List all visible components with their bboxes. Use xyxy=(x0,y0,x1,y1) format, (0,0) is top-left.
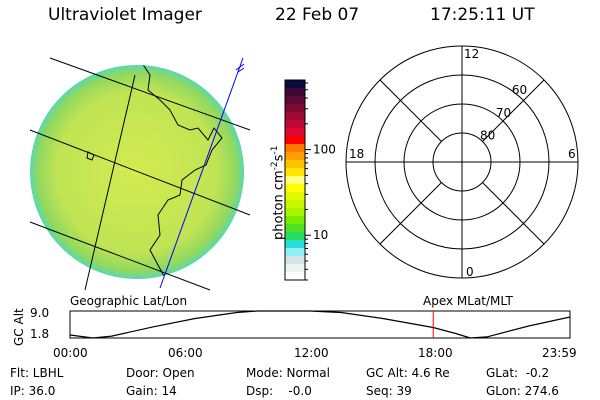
colorbar-segment xyxy=(285,216,305,225)
chart-frame xyxy=(69,310,571,339)
mlt-label-bottom: 0 xyxy=(466,265,474,279)
colorbar-segment xyxy=(285,112,305,121)
colorbar-segment xyxy=(285,104,305,113)
colorbar-segment xyxy=(285,152,305,161)
colorbar-label: photon cm-2s-1 xyxy=(268,146,286,240)
mlt-label-top: 12 xyxy=(464,47,479,61)
colorbar-segment xyxy=(285,272,305,281)
uv-earth-disk xyxy=(29,57,251,291)
gc-alt-status: GC Alt: 4.6 Re xyxy=(366,366,450,380)
x-tick-label: 12:00 xyxy=(294,346,329,360)
door-status: Door: Open xyxy=(126,366,195,380)
colorbar-segment xyxy=(285,264,305,273)
y-axis-label: GC Alt xyxy=(12,308,26,346)
colorbar-segment xyxy=(285,168,305,177)
date-label: 22 Feb 07 xyxy=(275,5,360,25)
x-tick-label: 18:00 xyxy=(418,346,453,360)
altitude-chart xyxy=(69,310,571,339)
colorbar-unit: photon cm xyxy=(271,170,287,240)
mlt-diagonal xyxy=(482,79,545,142)
colorbar-frame xyxy=(284,79,306,281)
mlt-diagonal xyxy=(379,182,442,245)
colorbar-unit-s: s xyxy=(271,154,287,162)
track-marker xyxy=(235,63,245,73)
mlt-diagonal xyxy=(379,79,442,142)
colorbar-segment xyxy=(285,248,305,257)
altitude-line xyxy=(69,310,571,339)
y-tick-label: 9.0 xyxy=(30,306,50,320)
dsp-status: Dsp: -0.0 xyxy=(246,384,312,398)
mode-status: Mode: Normal xyxy=(246,366,330,380)
colorbar-segment xyxy=(285,160,305,169)
colorbar-segment xyxy=(285,224,305,233)
colorbar-segment xyxy=(285,192,305,201)
colorbar-tick-label: 10 xyxy=(313,228,328,242)
mlt-diagonal xyxy=(482,182,545,245)
colorbar-segment xyxy=(285,128,305,137)
colorbar-segment xyxy=(285,240,305,249)
colorbar-segment xyxy=(285,96,305,105)
x-tick-label: 23:59 xyxy=(542,346,577,360)
lat-ring-label: 70 xyxy=(496,106,511,120)
earth-disk xyxy=(30,65,244,279)
colorbar-tick-label: 100 xyxy=(313,143,336,157)
y-tick-label: 1.8 xyxy=(30,327,50,341)
colorbar-segment xyxy=(285,208,305,217)
colorbar-segment xyxy=(285,136,305,145)
colorbar-segment xyxy=(285,176,305,185)
gain-status: Gain: 14 xyxy=(126,384,177,398)
time-label: 17:25:11 UT xyxy=(430,5,535,25)
colorbar-segment xyxy=(285,256,305,265)
colorbar-exp1: -2 xyxy=(270,161,280,171)
colorbar-segment xyxy=(285,88,305,97)
coastline xyxy=(139,65,223,279)
mlt-label-right: 6 xyxy=(568,147,576,161)
filter-status: Flt: LBHL xyxy=(10,366,64,380)
colorbar-segment xyxy=(285,120,305,129)
colorbar: 100 10 xyxy=(284,79,336,281)
glon-status: GLon: 274.6 xyxy=(486,384,559,398)
x-tick-label: 00:00 xyxy=(53,346,88,360)
colorbar-segment xyxy=(285,144,305,153)
ip-status: IP: 36.0 xyxy=(10,384,56,398)
lat-ring-label: 80 xyxy=(480,128,495,142)
colorbar-segment xyxy=(285,200,305,209)
glat-status: GLat: -0.2 xyxy=(486,366,550,380)
colorbar-segment xyxy=(285,232,305,241)
x-tick-label: 06:00 xyxy=(168,346,203,360)
colorbar-exp2: -1 xyxy=(270,145,280,155)
colorbar-segment xyxy=(285,80,305,89)
seq-status: Seq: 39 xyxy=(366,384,412,398)
mlt-label-left: 18 xyxy=(349,147,364,161)
colorbar-segment xyxy=(285,184,305,193)
lat-ring-label: 60 xyxy=(512,83,527,97)
track-line xyxy=(159,57,244,289)
geographic-grid xyxy=(29,57,251,291)
apex-label: Apex MLat/MLT xyxy=(423,294,513,308)
instrument-title: Ultraviolet Imager xyxy=(48,5,202,25)
geographic-label: Geographic Lat/Lon xyxy=(70,294,188,308)
